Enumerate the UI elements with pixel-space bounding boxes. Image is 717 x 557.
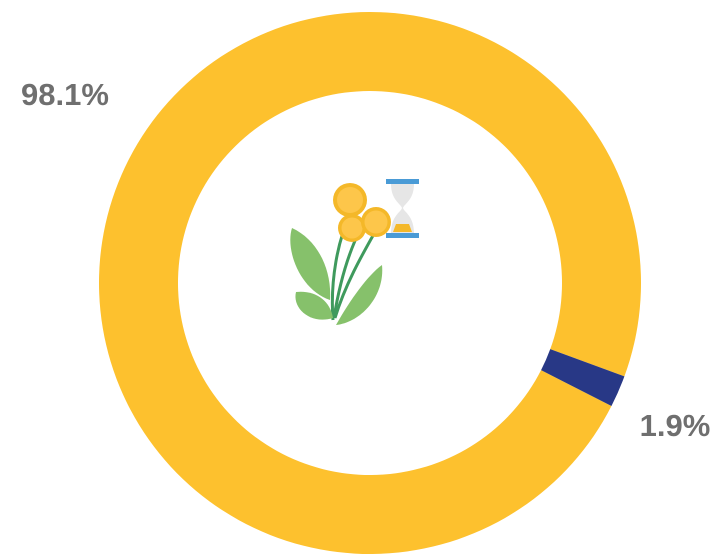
data-label: 98.1% — [21, 77, 109, 112]
center-icon — [290, 179, 419, 325]
data-label: 1.9% — [640, 408, 711, 443]
donut-segment — [541, 349, 625, 407]
